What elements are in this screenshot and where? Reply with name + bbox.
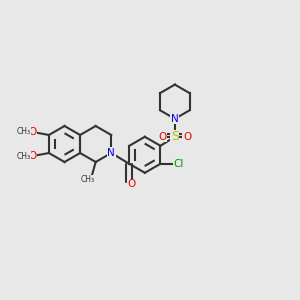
Text: O: O (28, 151, 36, 161)
Text: N: N (107, 148, 115, 158)
Text: CH₃: CH₃ (17, 152, 31, 161)
Text: N: N (171, 114, 179, 124)
Text: O: O (128, 179, 136, 189)
Text: O: O (158, 132, 167, 142)
Text: Cl: Cl (173, 159, 184, 169)
Text: CH₃: CH₃ (17, 127, 31, 136)
Text: CH₃: CH₃ (81, 176, 95, 184)
Text: O: O (28, 127, 36, 137)
Text: S: S (171, 130, 179, 143)
Text: O: O (183, 132, 191, 142)
